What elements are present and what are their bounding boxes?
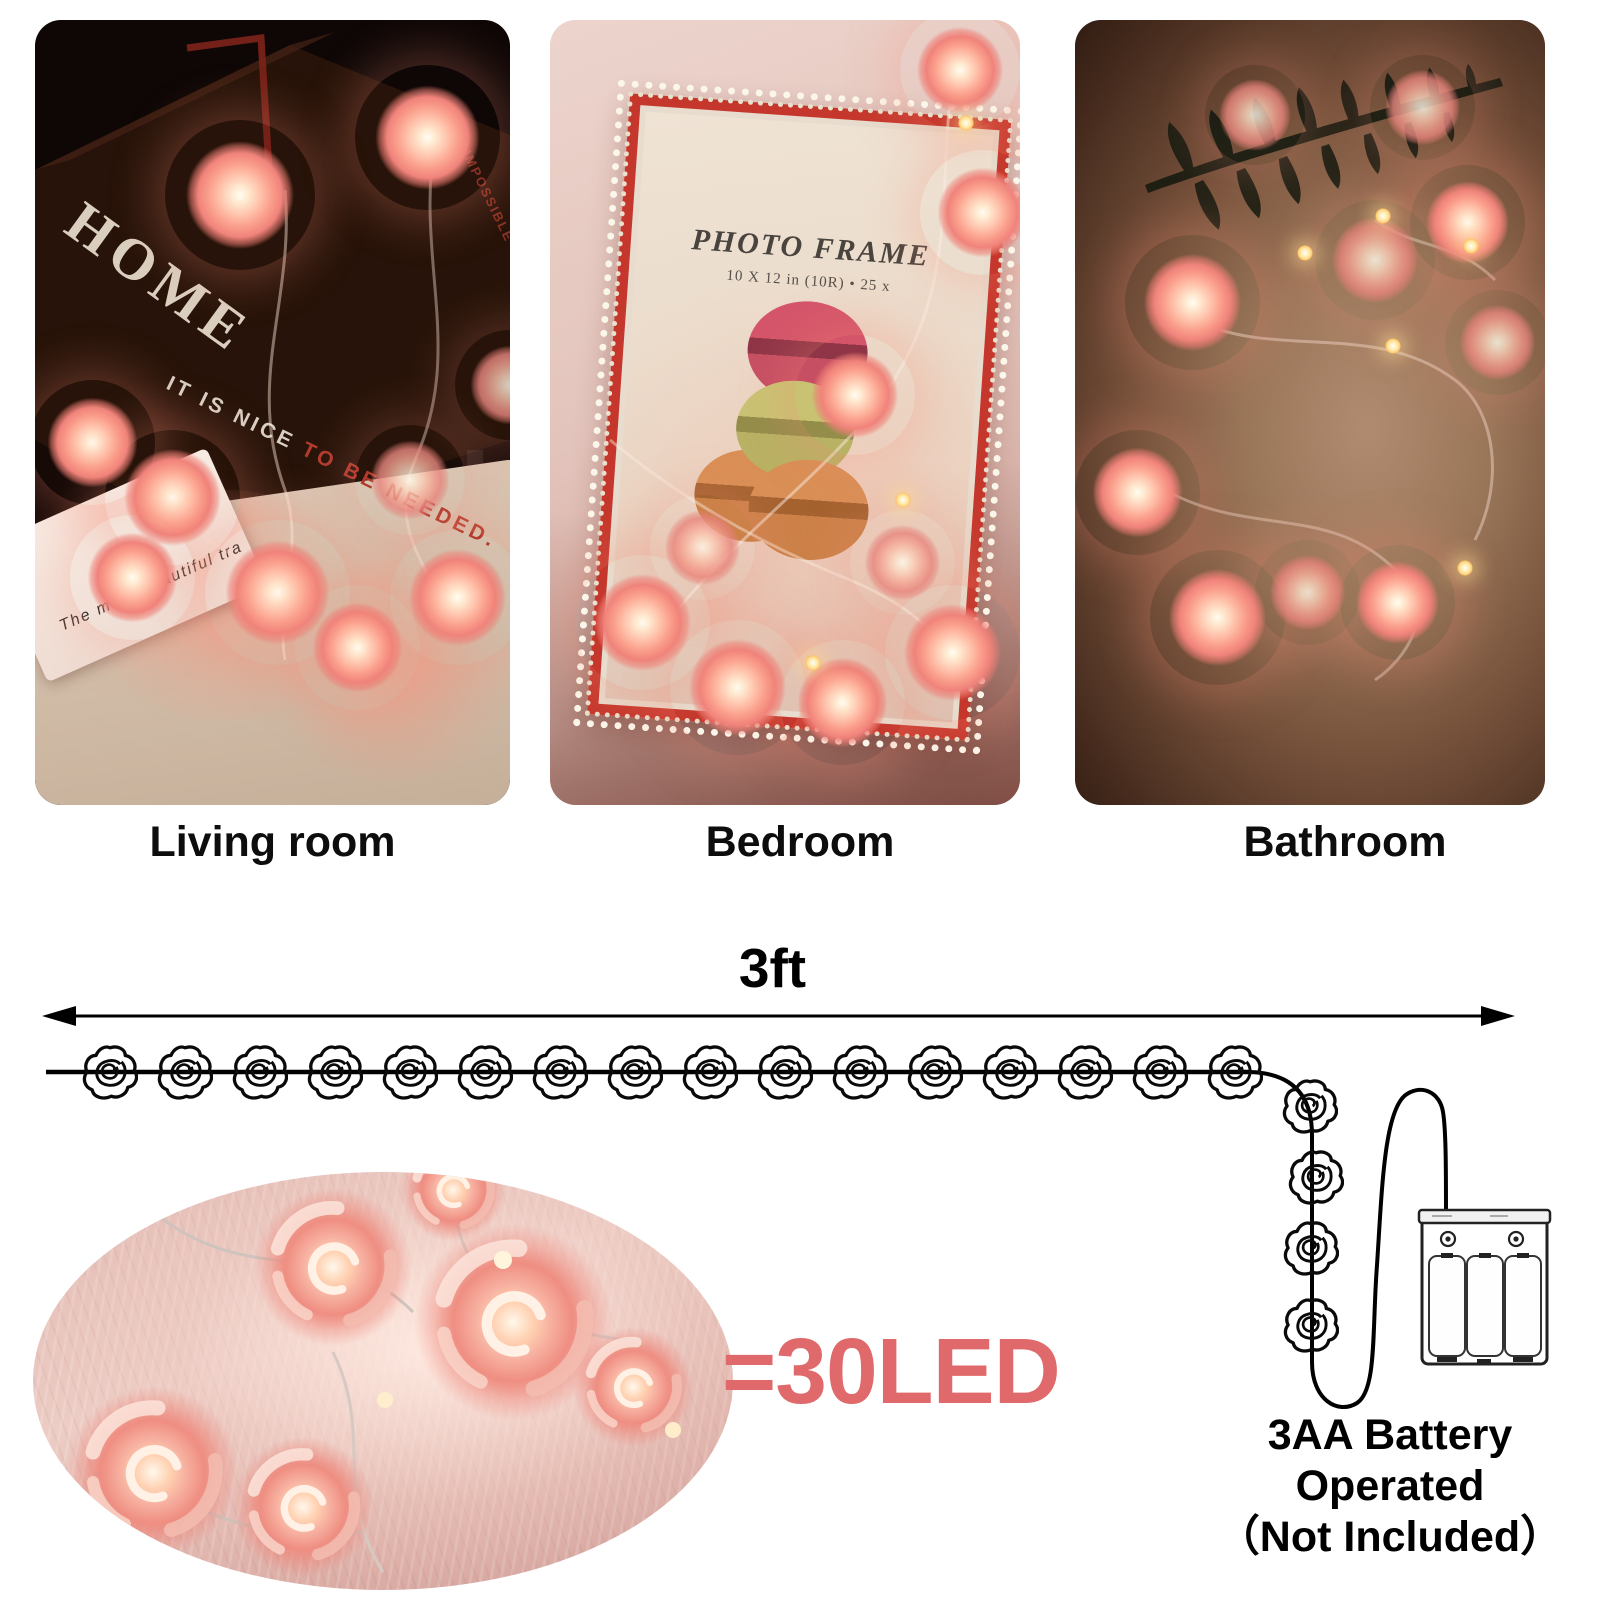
wire-to-battery: [1310, 1087, 1448, 1409]
measurement-arrow: [42, 1006, 1515, 1026]
led-point: [805, 655, 821, 671]
led-point: [895, 492, 911, 508]
battery-lid: [1417, 1208, 1552, 1225]
led-count-callout: =30LED: [722, 1319, 1061, 1423]
battery-slot: [1428, 1255, 1466, 1357]
battery-box: [1417, 1208, 1552, 1366]
led-point: [377, 1392, 393, 1408]
battery-slot: [1466, 1255, 1504, 1357]
led-point: [665, 1422, 681, 1438]
arrowhead-right-icon: [1481, 1006, 1515, 1026]
battery-caption: 3AA Battery Operated （Not Included）: [1178, 1410, 1600, 1563]
label-bathroom: Bathroom: [1243, 818, 1447, 866]
string-wires: [153, 139, 457, 661]
led-point: [1375, 208, 1391, 224]
length-label: 3ft: [738, 937, 807, 999]
arrowhead-left-icon: [42, 1006, 76, 1026]
led-point: [174, 1555, 192, 1573]
led-point: [1297, 245, 1313, 261]
string-wires: [609, 39, 962, 681]
battery-caption-line2: （Not Included）: [1216, 1513, 1564, 1561]
photo-living-room: HOME IT IS NICE TO BE NEEDED. IMPOSSIBLE…: [35, 20, 510, 805]
label-living-room: Living room: [149, 818, 396, 866]
closeup-oval-photo: [33, 1172, 733, 1590]
fern-leaf-icon: [1145, 63, 1503, 682]
photo-bedroom: PHOTO FRAME 10 X 12 in (10R) • 25 x: [550, 20, 1020, 805]
led-point: [1457, 560, 1473, 576]
closeup-roses-art: [33, 1172, 733, 1590]
battery-slot: [1504, 1255, 1542, 1357]
battery-caption-line1: 3AA Battery Operated: [1267, 1411, 1513, 1510]
led-point: [494, 1251, 512, 1269]
rose-string-diagram: [46, 1045, 1552, 1409]
led-point: [1385, 338, 1401, 354]
label-bedroom: Bedroom: [705, 818, 895, 866]
photo-bathroom: [1075, 20, 1545, 805]
led-point: [1463, 238, 1479, 254]
rose-icon: [1288, 1150, 1344, 1205]
led-point: [958, 115, 974, 131]
